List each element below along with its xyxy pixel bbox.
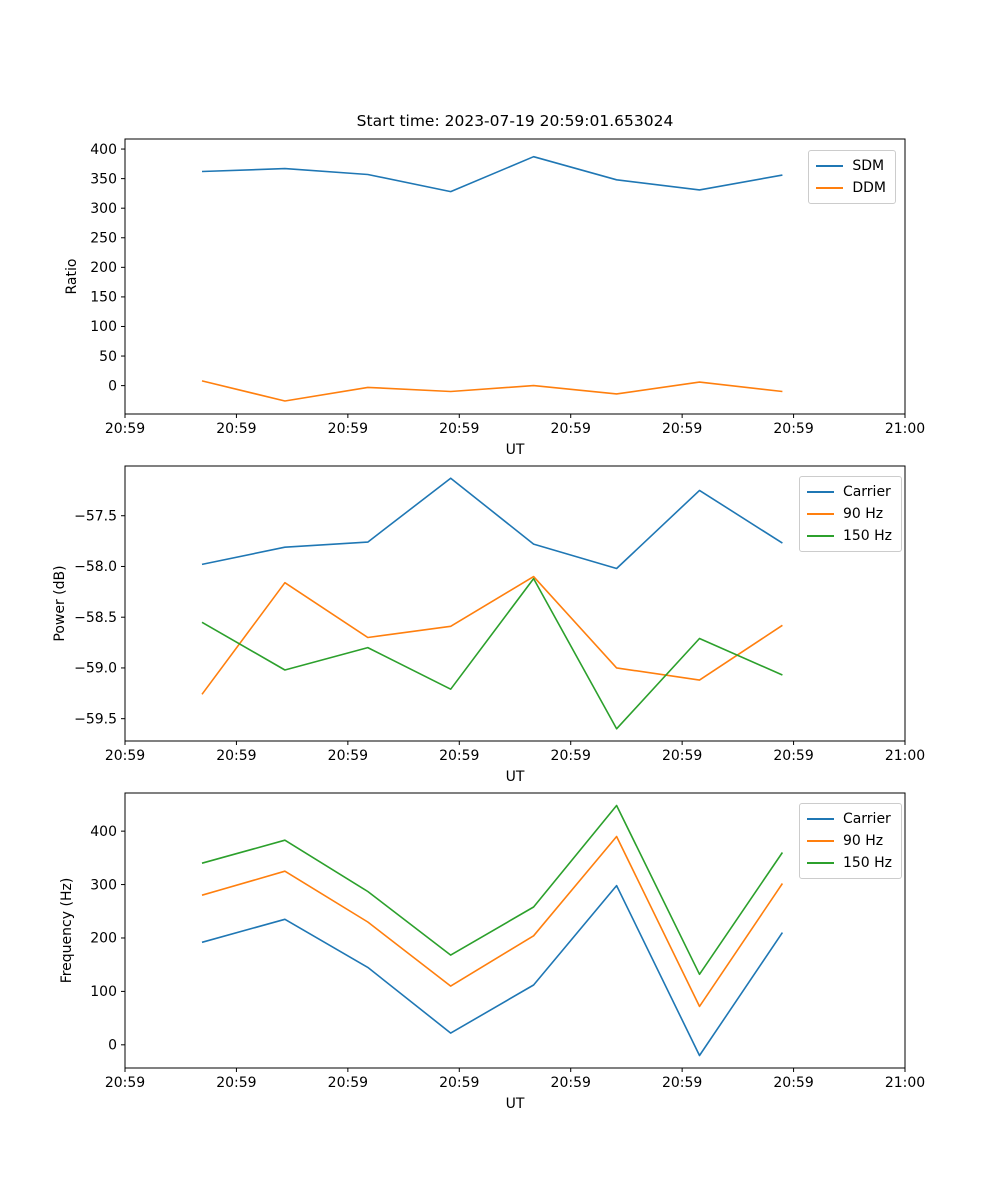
legend-swatch-150-hz (806, 535, 834, 537)
legend-label-ddm: DDM (852, 180, 886, 196)
plot-border (124, 138, 906, 415)
series-line-90-hz (201, 575, 783, 695)
chart-power-group: 20:59 20:59 20:59 20:59 20:59 20:59 20:59 21:00… (52, 465, 925, 785)
y-tick-label: 250 (90, 231, 117, 247)
legend-entry-150-hz: 150 Hz (806, 852, 892, 874)
x-tick-label: 20:59 (439, 1075, 479, 1091)
x-tick-label: 20:59 (439, 421, 479, 437)
x-tick-label: 20:59 (551, 1075, 591, 1091)
x-tick-label: 20:59 (216, 748, 256, 764)
series-line-carrier (201, 884, 784, 1057)
x-axis-label: UT (506, 769, 525, 785)
series-line-150-hz (201, 577, 783, 730)
plot-border (124, 792, 906, 1069)
series-line-sdm (201, 155, 783, 193)
y-tick-label: −58.0 (74, 559, 117, 575)
x-tick-label: 20:59 (662, 1075, 702, 1091)
y-tick-label: 200 (90, 931, 117, 947)
x-tick-label: 20:59 (328, 1075, 368, 1091)
y-tick-label: 350 (90, 171, 117, 187)
y-axis-label: Frequency (Hz) (59, 878, 75, 984)
figure-title: Start time: 2023-07-19 20:59:01.653024 (356, 112, 674, 130)
legend-swatch-sdm (816, 165, 844, 167)
y-axis-label: Ratio (64, 259, 80, 295)
legend-entry-150-hz: 150 Hz (806, 525, 892, 547)
plot-border (124, 465, 906, 742)
series-line-carrier (201, 477, 783, 570)
x-tick-label: 20:59 (551, 748, 591, 764)
y-tick-label: −59.0 (74, 661, 117, 677)
x-tick-label: 20:59 (551, 421, 591, 437)
y-tick-label: 100 (90, 984, 117, 1000)
x-tick-label: 21:00 (885, 1075, 925, 1091)
legend-power: Carrier 90 Hz 150 Hz (798, 476, 902, 552)
legend-label-150-hz: 150 Hz (842, 855, 892, 871)
x-tick-label: 20:59 (662, 421, 702, 437)
y-tick-label: −59.5 (74, 711, 117, 727)
legend-label-carrier: Carrier (842, 811, 891, 827)
legend-entry-carrier: Carrier (806, 481, 892, 503)
y-tick-label: 200 (90, 260, 117, 276)
legend-entry-sdm: SDM (816, 155, 886, 177)
y-tick-label: 400 (90, 142, 117, 158)
legend-entry-90-hz: 90 Hz (806, 503, 892, 525)
y-tick-label: 0 (108, 1038, 117, 1054)
x-tick-label: 20:59 (105, 421, 145, 437)
legend-label-90-hz: 90 Hz (842, 833, 884, 849)
y-axis-label: Power (dB) (52, 565, 68, 641)
legend-entry-90-hz: 90 Hz (806, 830, 892, 852)
series-line-150-hz (201, 804, 784, 976)
legend-label-150-hz: 150 Hz (842, 528, 892, 544)
x-tick-label: 20:59 (773, 748, 813, 764)
x-tick-label: 20:59 (773, 1075, 813, 1091)
legend-label-carrier: Carrier (842, 484, 891, 500)
y-tick-label: 400 (90, 824, 117, 840)
chart-ratio-group: 20:59 20:59 20:59 20:59 20:59 20:59 20:59 21:00… (64, 138, 925, 458)
legend-swatch-150-hz (806, 862, 834, 864)
legend-swatch-carrier (806, 818, 834, 820)
x-tick-label: 20:59 (662, 748, 702, 764)
series-line-90-hz (201, 835, 784, 1008)
legend-swatch-carrier (806, 491, 834, 493)
y-tick-label: 100 (90, 319, 117, 335)
y-tick-label: 150 (90, 290, 117, 306)
y-tick-label: −58.5 (74, 610, 117, 626)
legend-swatch-90-hz (806, 513, 834, 515)
y-tick-label: 0 (108, 378, 117, 394)
x-tick-label: 20:59 (328, 421, 368, 437)
chart-frequency-group: 20:59 20:59 20:59 20:59 20:59 20:59 20:59 21:00… (59, 792, 925, 1112)
y-tick-label: 50 (99, 349, 117, 365)
x-tick-label: 21:00 (885, 421, 925, 437)
series-line-ddm (201, 380, 783, 402)
y-tick-label: −57.5 (74, 508, 117, 524)
x-tick-label: 20:59 (216, 421, 256, 437)
legend-frequency: Carrier 90 Hz 150 Hz (798, 803, 902, 879)
x-tick-label: 21:00 (885, 748, 925, 764)
x-tick-label: 20:59 (328, 748, 368, 764)
x-tick-label: 20:59 (216, 1075, 256, 1091)
legend-label-sdm: SDM (852, 158, 885, 174)
x-axis-label: UT (506, 1096, 525, 1112)
legend-swatch-ddm (816, 187, 844, 189)
x-tick-label: 20:59 (439, 748, 479, 764)
x-tick-label: 20:59 (105, 748, 145, 764)
legend-swatch-90-hz (806, 840, 834, 842)
legend-label-90-hz: 90 Hz (842, 506, 884, 522)
x-axis-label: UT (506, 442, 525, 458)
x-tick-label: 20:59 (105, 1075, 145, 1091)
legend-entry-ddm: DDM (816, 177, 886, 199)
legend-entry-carrier: Carrier (806, 808, 892, 830)
legend-ratio: SDM DDM (808, 150, 896, 204)
y-tick-label: 300 (90, 201, 117, 217)
y-tick-label: 300 (90, 877, 117, 893)
x-tick-label: 20:59 (773, 421, 813, 437)
